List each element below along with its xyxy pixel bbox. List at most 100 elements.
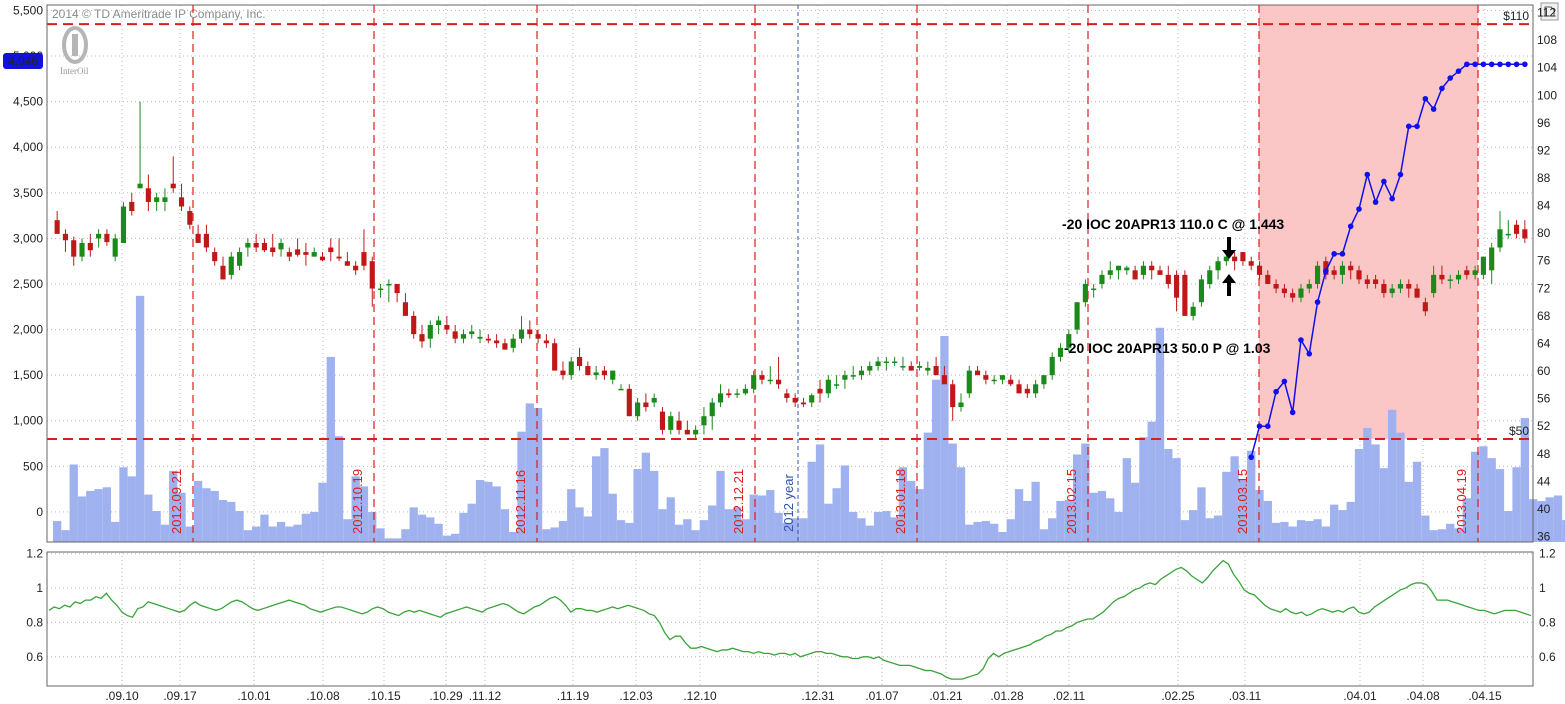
blue-series-point bbox=[1464, 61, 1470, 68]
candle-body bbox=[1364, 279, 1370, 284]
candle-body bbox=[1323, 261, 1329, 275]
candle-body bbox=[1215, 261, 1221, 271]
candle-body bbox=[154, 197, 160, 202]
candle-body bbox=[96, 233, 102, 239]
left-axis-tick: 4,500 bbox=[13, 95, 43, 109]
chart-settings-button[interactable] bbox=[1540, 2, 1559, 21]
candle-body bbox=[386, 283, 392, 286]
volume-bar bbox=[334, 436, 344, 542]
candle-body bbox=[543, 340, 549, 344]
logo-ring-icon bbox=[62, 26, 88, 64]
blue-series-point bbox=[1323, 268, 1329, 274]
volume-bar bbox=[401, 529, 410, 542]
volume-bar bbox=[484, 481, 493, 542]
volume-bar bbox=[467, 503, 476, 542]
volume-bar bbox=[1363, 428, 1372, 542]
right-axis-tick: 60 bbox=[1537, 364, 1551, 378]
candle-body bbox=[535, 334, 541, 339]
blue-series-point bbox=[1256, 423, 1263, 429]
candle-body bbox=[925, 367, 931, 371]
candle-body bbox=[651, 397, 657, 403]
lower-pane-frame bbox=[46, 551, 1534, 687]
interoil-logo: InterOil bbox=[60, 26, 89, 76]
volume-bar bbox=[1446, 523, 1455, 542]
candle-body bbox=[560, 370, 566, 376]
candle-body bbox=[643, 402, 649, 408]
blue-series-point bbox=[1439, 85, 1445, 92]
volume-bar bbox=[907, 480, 916, 542]
blue-series-point bbox=[1248, 454, 1255, 461]
blue-series-point bbox=[1331, 251, 1337, 257]
main-pane-frame bbox=[46, 4, 1534, 543]
lower-series-line bbox=[48, 559, 1532, 680]
blue-series-point bbox=[1522, 61, 1528, 68]
volume-bar bbox=[1014, 489, 1024, 542]
candle-body bbox=[1099, 274, 1105, 284]
volume-bar bbox=[766, 490, 775, 542]
blue-series-point bbox=[1372, 199, 1379, 205]
candle-body bbox=[693, 429, 699, 435]
volume-bar bbox=[1139, 437, 1148, 542]
volume-bar bbox=[658, 509, 667, 542]
x-axis-tick: .10.01 bbox=[237, 689, 271, 703]
candle-body bbox=[593, 372, 599, 376]
candle-body bbox=[444, 325, 450, 330]
volume-bar bbox=[625, 522, 634, 542]
volume-bar bbox=[990, 523, 999, 542]
volume-bar bbox=[1495, 469, 1505, 542]
volume-bar bbox=[392, 538, 402, 542]
left-axis-tick: 3,500 bbox=[13, 186, 43, 200]
candle-body bbox=[1497, 229, 1503, 248]
lower-right-axis-tick: 0.6 bbox=[1539, 650, 1556, 664]
x-axis-tick: .10.08 bbox=[306, 689, 340, 703]
x-axis-tick: .01.07 bbox=[865, 689, 899, 703]
left-axis-tick: 2,000 bbox=[13, 323, 43, 337]
volume-bar bbox=[567, 489, 576, 542]
blue-series-point bbox=[1488, 61, 1495, 68]
candle-body bbox=[270, 247, 276, 253]
volume-bar bbox=[475, 480, 485, 542]
candle-body bbox=[361, 252, 367, 266]
volume-bar bbox=[451, 533, 460, 542]
candle-body bbox=[419, 334, 425, 342]
volume-bar bbox=[77, 496, 87, 542]
volume-bar bbox=[177, 492, 186, 542]
candle-body bbox=[129, 201, 135, 212]
candle-body bbox=[1314, 265, 1321, 284]
blue-series-point bbox=[1364, 171, 1371, 178]
volume-bar bbox=[1006, 519, 1015, 542]
candle-body bbox=[900, 366, 906, 368]
candle-body bbox=[601, 370, 607, 376]
candle-body bbox=[916, 366, 923, 368]
candle-body bbox=[286, 252, 292, 257]
blue-series-point bbox=[1414, 123, 1420, 130]
volume-bar bbox=[1512, 467, 1521, 542]
candle-body bbox=[618, 388, 624, 391]
volume-bar bbox=[757, 495, 767, 542]
volume-bar bbox=[575, 507, 584, 542]
candle-body bbox=[626, 388, 632, 417]
blue-series-point bbox=[1381, 178, 1387, 185]
lower-right-axis-tick: 1 bbox=[1539, 581, 1546, 595]
current-price-label: 4,946 bbox=[8, 54, 38, 68]
candle-body bbox=[568, 361, 574, 376]
annotation-call: -20 IOC 20APR13 110.0 C @ 1.443 bbox=[1062, 216, 1284, 232]
volume-bar bbox=[774, 512, 783, 542]
volume-bar bbox=[1189, 510, 1198, 542]
candle-body bbox=[1373, 279, 1379, 284]
volume-bar bbox=[533, 407, 543, 542]
blue-series-point bbox=[1264, 423, 1271, 429]
right-axis-tick: 52 bbox=[1537, 419, 1551, 433]
candle-body bbox=[1256, 265, 1263, 275]
volume-bar bbox=[898, 467, 908, 542]
candle-body bbox=[635, 402, 641, 417]
right-axis-tick: 96 bbox=[1537, 116, 1551, 130]
candle-body bbox=[1057, 347, 1064, 357]
candle-body bbox=[295, 249, 301, 255]
candle-body bbox=[1207, 270, 1213, 284]
right-axis-tick: 76 bbox=[1537, 254, 1551, 268]
volume-bar bbox=[169, 470, 178, 542]
volume-bar bbox=[517, 431, 526, 542]
volume-bar bbox=[1164, 449, 1173, 542]
candle-body bbox=[411, 315, 417, 335]
